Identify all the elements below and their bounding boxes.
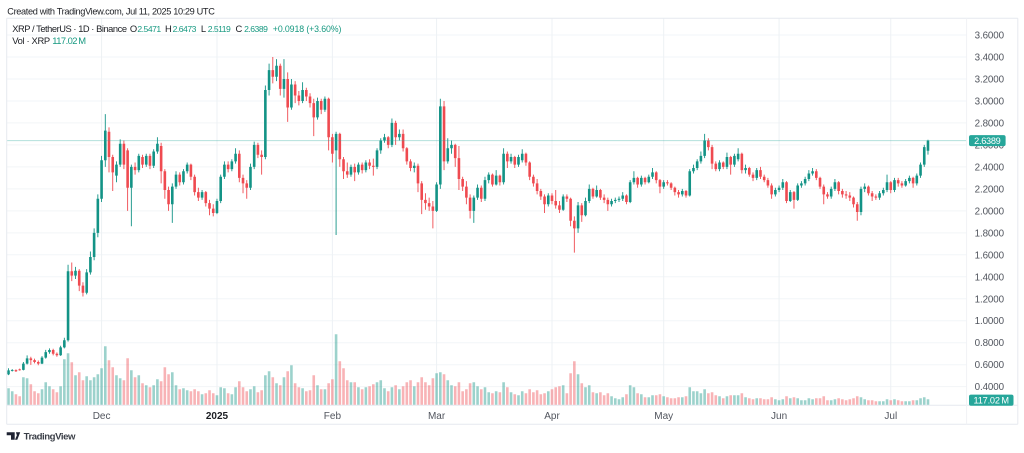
svg-text:2.6389: 2.6389: [974, 136, 1000, 146]
svg-text:0.4000: 0.4000: [975, 382, 1005, 393]
svg-text:C: C: [236, 23, 243, 34]
svg-text:1.8000: 1.8000: [975, 228, 1005, 239]
svg-text:TradingView: TradingView: [24, 432, 76, 443]
svg-text:2.6389: 2.6389: [244, 24, 268, 34]
svg-text:2.5471: 2.5471: [137, 24, 161, 34]
svg-text:2.8000: 2.8000: [975, 118, 1005, 129]
svg-text:+0.0918 (+3.60%): +0.0918 (+3.60%): [273, 24, 342, 34]
svg-text:Feb: Feb: [324, 411, 342, 422]
svg-text:2.6473: 2.6473: [173, 24, 197, 34]
svg-text:117.02 M: 117.02 M: [974, 396, 1009, 406]
svg-text:2.5119: 2.5119: [208, 24, 231, 34]
svg-text:Apr: Apr: [544, 411, 560, 422]
svg-text:2.2000: 2.2000: [975, 184, 1005, 195]
svg-text:Dec: Dec: [93, 411, 111, 422]
svg-text:Created with TradingView.com,: Created with TradingView.com, Jul 11, 20…: [7, 7, 215, 17]
svg-text:2025: 2025: [206, 411, 229, 422]
svg-text:2.4000: 2.4000: [975, 162, 1005, 173]
svg-text:3.2000: 3.2000: [975, 75, 1005, 86]
svg-text:XRP / TetherUS · 1D · Binance: XRP / TetherUS · 1D · Binance: [12, 24, 127, 34]
svg-text:Jul: Jul: [884, 411, 897, 422]
svg-text:0.6000: 0.6000: [975, 360, 1005, 371]
svg-text:2.0000: 2.0000: [975, 206, 1005, 217]
svg-text:Vol · XRP: Vol · XRP: [12, 35, 50, 46]
svg-text:1.0000: 1.0000: [975, 316, 1005, 327]
svg-text:L: L: [201, 23, 206, 34]
svg-text:O: O: [130, 23, 137, 34]
svg-text:H: H: [165, 23, 172, 34]
svg-text:3.0000: 3.0000: [975, 96, 1005, 107]
svg-text:1.6000: 1.6000: [975, 250, 1005, 261]
svg-text:117.02 M: 117.02 M: [52, 35, 86, 46]
svg-text:0.8000: 0.8000: [975, 338, 1005, 349]
svg-text:3.6000: 3.6000: [975, 31, 1005, 42]
svg-text:3.4000: 3.4000: [975, 53, 1005, 64]
svg-text:1.2000: 1.2000: [975, 294, 1005, 305]
svg-text:Jun: Jun: [771, 411, 787, 422]
svg-text:May: May: [654, 411, 673, 422]
svg-text:Mar: Mar: [428, 411, 446, 422]
svg-text:1.4000: 1.4000: [975, 272, 1005, 283]
